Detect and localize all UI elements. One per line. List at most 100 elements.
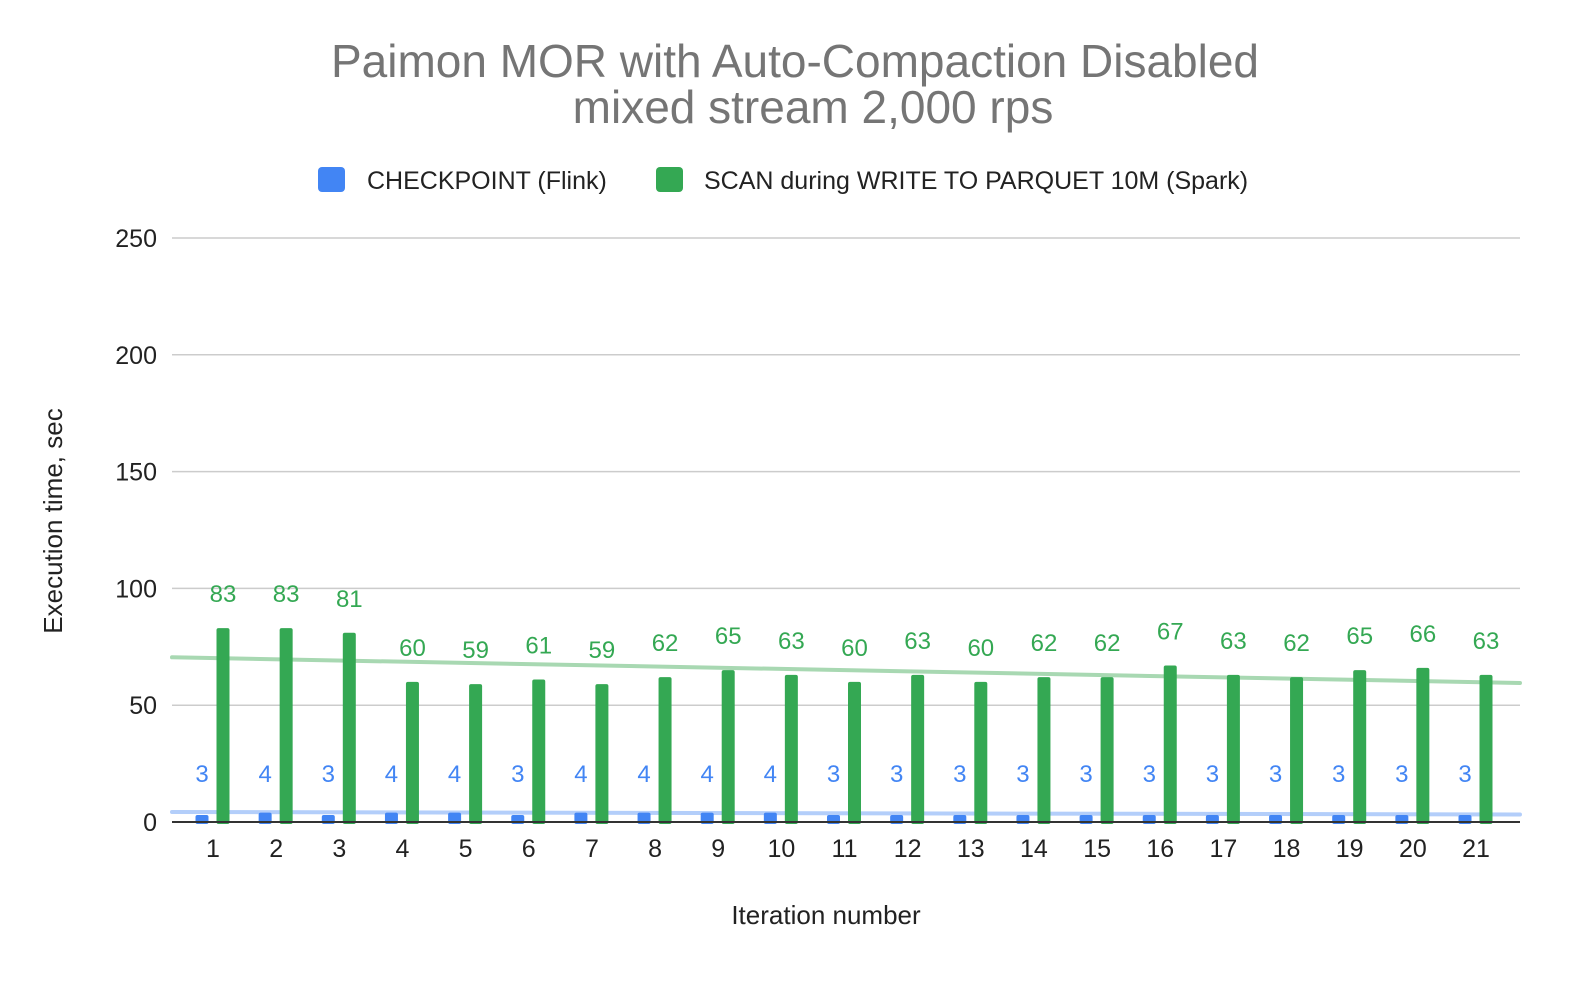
trendline-series-1	[170, 809, 1522, 817]
data-label-series-1-iter-19: 3	[1332, 761, 1345, 788]
bar-series-2-iter-5	[469, 684, 483, 824]
bar-series-2-iter-6	[532, 679, 546, 824]
data-label-series-1-iter-20: 3	[1395, 761, 1408, 788]
legend: CHECKPOINT (Flink) SCAN during WRITE TO P…	[318, 167, 1248, 195]
data-label-series-2-iter-2: 83	[273, 581, 300, 608]
x-tick-label: 6	[522, 835, 536, 863]
x-tick-label: 1	[206, 835, 220, 863]
data-label-series-1-iter-12: 3	[890, 761, 903, 788]
data-label-series-2-iter-8: 62	[652, 630, 679, 657]
x-tick-label: 9	[711, 835, 725, 863]
legend-swatch-1	[318, 167, 345, 192]
y-axis-ticks: 0 50 100 150 200 250	[115, 225, 157, 837]
data-label-series-1-iter-4: 4	[385, 761, 398, 788]
data-label-series-1-iter-9: 4	[701, 761, 714, 788]
bar-series-2-iter-15	[1100, 677, 1114, 824]
bar-series-2-iter-2	[279, 628, 293, 824]
bar-series-2-iter-21	[1479, 674, 1493, 824]
data-label-series-2-iter-20: 66	[1409, 621, 1436, 648]
x-tick-label: 18	[1273, 835, 1301, 863]
x-tick-label: 3	[332, 835, 346, 863]
data-label-series-2-iter-11: 60	[841, 635, 868, 662]
data-label-series-1-iter-18: 3	[1269, 761, 1282, 788]
data-label-series-1-iter-5: 4	[448, 761, 461, 788]
bar-series-2-iter-13	[974, 681, 988, 824]
y-tick-label: 50	[129, 692, 157, 720]
data-label-series-2-iter-14: 62	[1031, 630, 1058, 657]
x-tick-label: 8	[648, 835, 662, 863]
legend-swatch-2	[656, 167, 683, 192]
x-tick-label: 15	[1083, 835, 1111, 863]
legend-label-2: SCAN during WRITE TO PARQUET 10M (Spark)	[704, 167, 1248, 195]
chart-title: Paimon MOR with Auto-Compaction Disabled	[331, 35, 1259, 87]
x-tick-label: 21	[1462, 835, 1490, 863]
x-tick-label: 7	[585, 835, 599, 863]
y-tick-label: 250	[115, 225, 157, 253]
x-tick-label: 5	[459, 835, 473, 863]
x-tick-label: 4	[395, 835, 409, 863]
y-tick-label: 0	[143, 809, 157, 837]
data-label-series-2-iter-5: 59	[462, 637, 489, 664]
data-label-series-1-iter-13: 3	[953, 761, 966, 788]
data-label-series-2-iter-19: 65	[1346, 623, 1373, 650]
bar-series-2-iter-19	[1353, 670, 1367, 824]
x-tick-label: 12	[894, 835, 922, 863]
data-label-series-2-iter-7: 59	[589, 637, 616, 664]
bar-series-2-iter-16	[1163, 665, 1177, 824]
bar-series-2-iter-12	[911, 674, 925, 824]
x-tick-label: 19	[1336, 835, 1364, 863]
data-label-series-2-iter-6: 61	[525, 633, 552, 660]
data-label-series-1-iter-8: 4	[637, 761, 650, 788]
bar-series-2-iter-3	[342, 632, 356, 824]
data-label-series-1-iter-6: 3	[511, 761, 524, 788]
data-label-series-2-iter-12: 63	[904, 628, 931, 655]
y-tick-label: 200	[115, 342, 157, 370]
x-tick-label: 13	[957, 835, 985, 863]
x-tick-label: 2	[269, 835, 283, 863]
legend-label-1: CHECKPOINT (Flink)	[367, 167, 607, 195]
y-axis-title: Execution time, sec	[38, 408, 68, 633]
x-axis-title: Iteration number	[731, 900, 921, 930]
data-label-series-1-iter-7: 4	[574, 761, 587, 788]
data-label-series-2-iter-15: 62	[1094, 630, 1121, 657]
data-label-series-1-iter-10: 4	[764, 761, 777, 788]
y-tick-label: 100	[115, 575, 157, 603]
x-tick-label: 16	[1146, 835, 1174, 863]
data-label-series-1-iter-3: 3	[322, 761, 335, 788]
bar-series-2-iter-10	[784, 674, 798, 824]
data-label-series-2-iter-3: 81	[336, 586, 363, 613]
data-label-series-2-iter-4: 60	[399, 635, 426, 662]
data-label-series-2-iter-10: 63	[778, 628, 805, 655]
data-labels: 3 4 3 4 4 3 4 4 4 4 3 3 3 3 3 3 3 3 3 3 3 83 83 81 60 59 61 59 62 65 6…	[195, 581, 1499, 788]
data-label-series-1-iter-2: 4	[258, 761, 271, 788]
data-label-series-1-iter-17: 3	[1206, 761, 1219, 788]
data-label-series-1-iter-21: 3	[1458, 761, 1471, 788]
bar-series-2-iter-14	[1037, 677, 1051, 824]
data-label-series-2-iter-13: 60	[967, 635, 994, 662]
x-axis-ticks: 1 2 3 4 5 6 7 8 9 10 11 12 13 14 15 16 17 18 19 20 21	[206, 835, 1490, 863]
bar-series-2-iter-9	[721, 670, 735, 824]
x-tick-label: 17	[1209, 835, 1237, 863]
data-label-series-1-iter-14: 3	[1016, 761, 1029, 788]
data-label-series-1-iter-11: 3	[827, 761, 840, 788]
data-label-series-2-iter-9: 65	[715, 623, 742, 650]
data-label-series-1-iter-16: 3	[1143, 761, 1156, 788]
x-tick-label: 20	[1399, 835, 1427, 863]
x-tick-label: 14	[1020, 835, 1048, 863]
bar-series-2-iter-4	[405, 681, 419, 824]
x-tick-label: 11	[832, 835, 858, 863]
data-label-series-2-iter-21: 63	[1473, 628, 1500, 655]
chart-subtitle: mixed stream 2,000 rps	[573, 81, 1054, 133]
x-tick-label: 10	[767, 835, 795, 863]
data-label-series-2-iter-18: 62	[1283, 630, 1310, 657]
bar-series-2-iter-7	[595, 684, 609, 824]
data-label-series-2-iter-1: 83	[210, 581, 237, 608]
bar-series-2-iter-18	[1290, 677, 1304, 824]
data-label-series-2-iter-17: 63	[1220, 628, 1247, 655]
data-label-series-1-iter-15: 3	[1079, 761, 1092, 788]
trendlines	[170, 655, 1522, 817]
data-label-series-2-iter-16: 67	[1157, 618, 1184, 645]
bar-series-2-iter-17	[1226, 674, 1240, 824]
